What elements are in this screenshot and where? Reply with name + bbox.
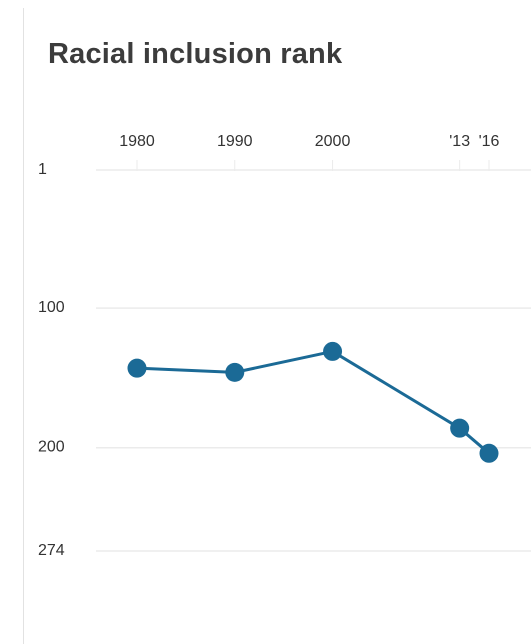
x-tick-label: '13 (449, 133, 470, 150)
gridlines (96, 169, 531, 552)
y-tick-label: 100 (38, 299, 65, 316)
y-tick-label: 200 (38, 439, 65, 456)
series-line (135, 349, 491, 455)
x-tick-label: '16 (479, 133, 500, 150)
data-point (450, 418, 470, 438)
data-point (479, 443, 499, 463)
panel-divider (23, 8, 24, 644)
x-axis-ticks: 1980 1990 2000 '13 '16 (119, 133, 500, 171)
chart-title: Racial inclusion rank (48, 38, 343, 70)
y-tick-label: 274 (38, 542, 65, 559)
y-tick-label: 1 (38, 161, 47, 178)
data-point (127, 358, 147, 378)
rank-series (127, 341, 499, 463)
x-tick-label: 2000 (315, 133, 351, 150)
y-axis-ticks: 1 100 200 274 (38, 161, 65, 559)
x-tick-label: 1980 (119, 133, 155, 150)
data-point (323, 341, 343, 361)
x-tick-label: 1990 (217, 133, 253, 150)
data-point (225, 362, 245, 382)
